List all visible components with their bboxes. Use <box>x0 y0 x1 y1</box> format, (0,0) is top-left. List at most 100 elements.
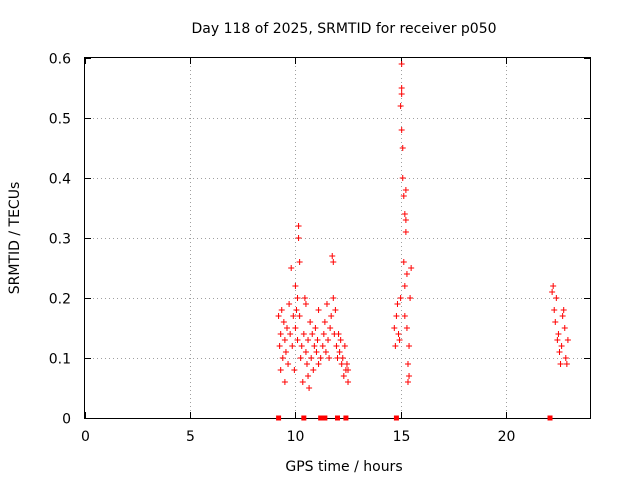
data-point <box>553 295 560 301</box>
x-tick-label: 5 <box>186 429 195 445</box>
data-point <box>276 343 283 349</box>
data-point <box>398 127 405 133</box>
data-point <box>402 229 409 235</box>
data-point <box>556 349 563 355</box>
y-tick-label: 0.6 <box>49 52 71 68</box>
data-point <box>343 415 349 421</box>
data-point <box>277 331 284 337</box>
data-point <box>276 415 282 421</box>
data-point <box>397 295 404 301</box>
data-point <box>321 319 328 325</box>
data-point <box>402 217 409 223</box>
data-point <box>408 265 415 271</box>
data-point <box>281 337 288 343</box>
data-point <box>554 337 561 343</box>
data-point <box>399 175 406 181</box>
data-point <box>295 235 302 241</box>
data-point <box>391 325 398 331</box>
data-point <box>288 265 295 271</box>
data-point <box>345 367 352 373</box>
data-point <box>392 343 399 349</box>
y-tick-labels: 0 0.1 0.2 0.3 0.4 0.5 0.6 <box>49 52 71 428</box>
data-point <box>322 415 328 421</box>
data-point <box>292 283 299 289</box>
data-point <box>282 349 289 355</box>
data-point <box>563 361 570 367</box>
axis-ticks <box>85 58 590 419</box>
data-point <box>397 103 404 109</box>
data-point <box>300 331 307 337</box>
data-point <box>307 319 314 325</box>
data-point <box>318 415 324 421</box>
data-point <box>562 355 569 361</box>
data-point <box>400 259 407 265</box>
data-point <box>301 295 308 301</box>
data-point <box>398 61 405 67</box>
data-point <box>309 331 316 337</box>
y-axis-label: SRMTID / TECUs <box>7 182 23 295</box>
data-point <box>287 331 294 337</box>
data-point <box>401 313 408 319</box>
data-point <box>296 313 303 319</box>
data-point <box>338 361 345 367</box>
data-point <box>313 349 320 355</box>
data-point <box>317 355 324 361</box>
data-point <box>393 415 399 421</box>
x-tick-label: 20 <box>498 429 516 445</box>
data-point <box>289 343 296 349</box>
y-tick-label: 0.1 <box>49 352 71 368</box>
x-tick-label: 10 <box>287 429 305 445</box>
data-point <box>551 307 558 313</box>
data-point <box>322 349 329 355</box>
data-point <box>550 283 557 289</box>
data-point <box>296 259 303 265</box>
data-point <box>327 325 334 331</box>
data-point <box>399 145 406 151</box>
data-point <box>328 313 335 319</box>
data-point <box>406 343 413 349</box>
x-tick-labels: 0 5 10 15 20 <box>81 429 515 445</box>
data-point <box>279 355 286 361</box>
data-point <box>403 271 410 277</box>
y-tick-label: 0.5 <box>49 112 71 128</box>
data-point <box>337 337 344 343</box>
data-point <box>330 295 337 301</box>
data-point <box>345 379 352 385</box>
data-point <box>290 313 297 319</box>
data-point <box>280 319 287 325</box>
data-point <box>394 301 401 307</box>
data-point <box>319 343 326 349</box>
data-point <box>395 331 402 337</box>
data-point <box>326 355 333 361</box>
x-tick-label: 0 <box>81 429 90 445</box>
data-point <box>275 313 282 319</box>
chart-title: Day 118 of 2025, SRMTID for receiver p05… <box>191 21 496 37</box>
data-point <box>284 325 290 331</box>
data-point <box>404 379 411 385</box>
data-point <box>305 337 312 343</box>
x-axis-label: GPS time / hours <box>285 459 402 475</box>
data-point <box>294 337 301 343</box>
data-point <box>298 343 305 349</box>
data-point <box>299 379 306 385</box>
data-point <box>333 343 340 349</box>
data-point <box>561 325 568 331</box>
data-point <box>341 343 348 349</box>
data-point <box>297 355 304 361</box>
y-tick-label: 0.3 <box>49 232 71 248</box>
data-point <box>393 313 400 319</box>
data-point <box>278 307 285 313</box>
data-point <box>312 325 319 331</box>
y-tick-label: 0 <box>62 412 71 428</box>
data-point <box>311 343 318 349</box>
data-point <box>293 307 300 313</box>
data-point <box>320 331 327 337</box>
data-point <box>325 337 332 343</box>
data-point <box>407 295 414 301</box>
data-point <box>396 337 403 343</box>
data-point <box>343 361 350 367</box>
data-point <box>406 373 413 379</box>
data-point <box>558 343 565 349</box>
data-point <box>564 337 571 343</box>
